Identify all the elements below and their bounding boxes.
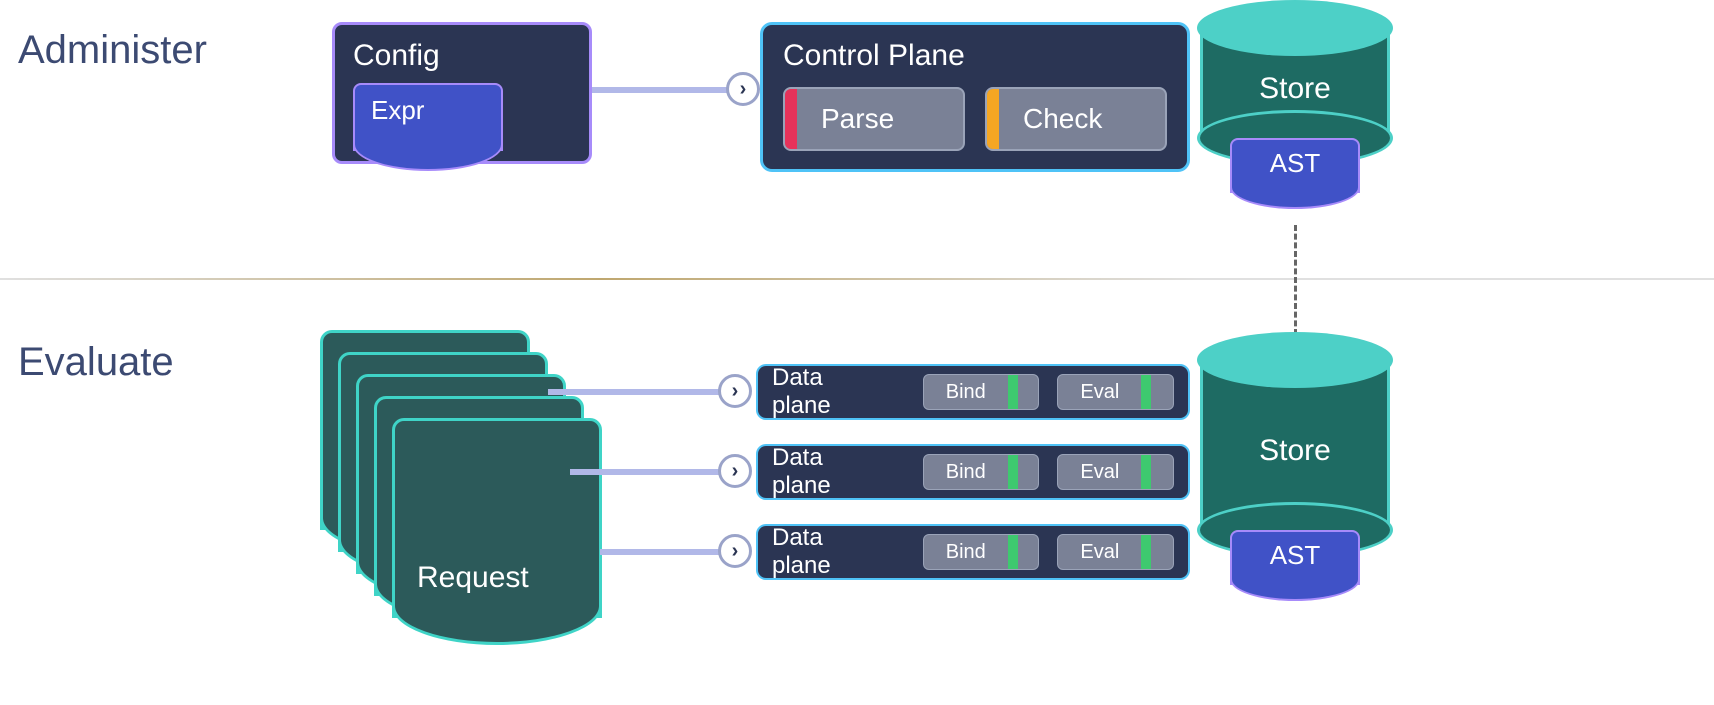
data-plane-title: Data plane xyxy=(772,524,885,580)
bind-pill: Bind xyxy=(923,374,1040,410)
section-divider xyxy=(0,278,1714,280)
parse-pill: Parse xyxy=(783,87,965,151)
cylinder-top-ellipse xyxy=(1197,332,1393,388)
control-plane-title: Control Plane xyxy=(783,39,1167,73)
check-pill: Check xyxy=(985,87,1167,151)
data-plane-bar: Data plane Bind Eval xyxy=(756,524,1190,580)
eval-pill: Eval xyxy=(1057,454,1174,490)
bind-accent xyxy=(1008,455,1018,489)
check-label: Check xyxy=(999,103,1126,135)
parse-accent xyxy=(785,89,797,149)
connector-request-dp xyxy=(548,389,734,395)
expr-document: Expr xyxy=(353,83,503,151)
connector-request-dp xyxy=(570,469,734,475)
request-label: Request xyxy=(417,561,529,595)
eval-label: Eval xyxy=(1058,461,1141,484)
store-label-top: Store xyxy=(1203,72,1387,106)
data-plane-title: Data plane xyxy=(772,444,885,500)
chevron-icon: › xyxy=(718,374,752,408)
ast-document-top: AST xyxy=(1230,138,1360,193)
eval-label: Eval xyxy=(1058,541,1141,564)
connector-request-dp xyxy=(600,549,734,555)
store-cylinder-top: Store xyxy=(1200,28,1390,138)
eval-accent xyxy=(1141,375,1151,409)
data-plane-bar: Data plane Bind Eval xyxy=(756,364,1190,420)
request-card: Request xyxy=(392,418,602,618)
eval-accent xyxy=(1141,455,1151,489)
connector-config-controlplane xyxy=(592,87,740,93)
ast-label-top: AST xyxy=(1270,148,1321,178)
eval-pill: Eval xyxy=(1057,374,1174,410)
bind-label: Bind xyxy=(924,381,1008,404)
bind-accent xyxy=(1008,535,1018,569)
store-cylinder-bottom: Store xyxy=(1200,360,1390,530)
bind-accent xyxy=(1008,375,1018,409)
bind-pill: Bind xyxy=(923,534,1040,570)
config-box: Config Expr xyxy=(332,22,592,164)
store-label-bottom: Store xyxy=(1203,434,1387,468)
config-title: Config xyxy=(353,39,571,73)
expr-label: Expr xyxy=(371,95,424,125)
cylinder-top-ellipse xyxy=(1197,0,1393,56)
chevron-icon: › xyxy=(718,454,752,488)
data-plane-title: Data plane xyxy=(772,364,885,420)
ast-label-bottom: AST xyxy=(1270,540,1321,570)
parse-label: Parse xyxy=(797,103,918,135)
bind-pill: Bind xyxy=(923,454,1040,490)
check-accent xyxy=(987,89,999,149)
eval-accent xyxy=(1141,535,1151,569)
chevron-icon: › xyxy=(726,72,760,106)
data-plane-bar: Data plane Bind Eval xyxy=(756,444,1190,500)
chevron-icon: › xyxy=(718,534,752,568)
evaluate-label: Evaluate xyxy=(18,340,174,385)
ast-document-bottom: AST xyxy=(1230,530,1360,585)
eval-pill: Eval xyxy=(1057,534,1174,570)
bind-label: Bind xyxy=(924,541,1008,564)
control-plane-box: Control Plane Parse Check xyxy=(760,22,1190,172)
eval-label: Eval xyxy=(1058,381,1141,404)
administer-label: Administer xyxy=(18,28,207,73)
bind-label: Bind xyxy=(924,461,1008,484)
vertical-dashed-connector xyxy=(1294,225,1297,335)
